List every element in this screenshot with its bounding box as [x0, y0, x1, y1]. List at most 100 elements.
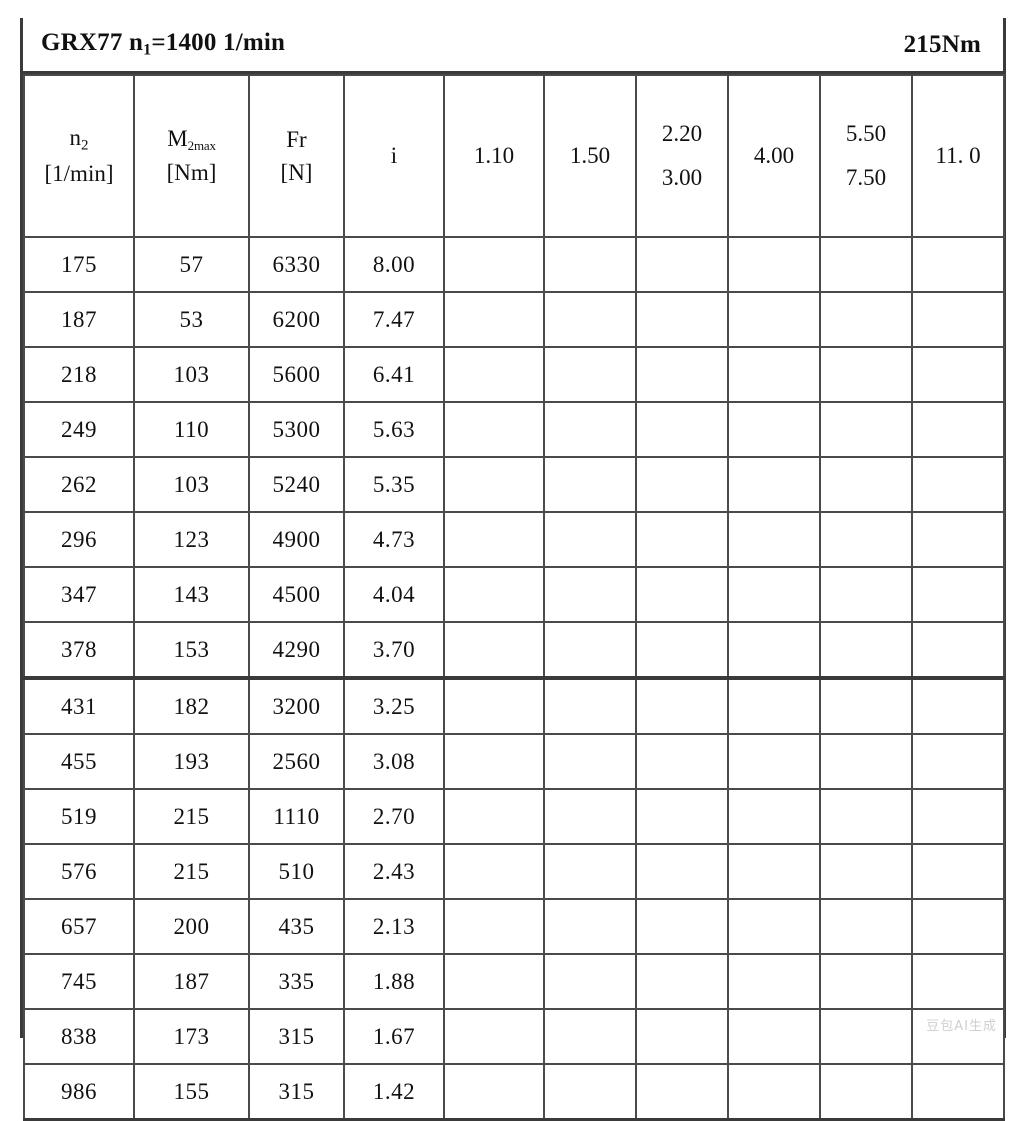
- cell-fr: 6200: [248, 291, 345, 348]
- cell-power-5-unavailable: [819, 566, 913, 623]
- cell-power-5-unavailable: [819, 236, 913, 293]
- cell-power-3-available: [635, 677, 729, 735]
- header-power-4: 4.00: [727, 74, 821, 238]
- cell-fr: 315: [248, 1063, 345, 1121]
- cell-power-6-available: [911, 953, 1005, 1010]
- cell-m2max: 182: [133, 677, 250, 735]
- cell-power-6-unavailable: [911, 621, 1005, 680]
- cell-fr: 5600: [248, 346, 345, 403]
- cell-fr: 1110: [248, 788, 345, 845]
- table-row: 378 153 4290 3.70: [23, 621, 1005, 680]
- cell-power-4-available: [727, 788, 821, 845]
- cell-power-6-unavailable: [911, 401, 1005, 458]
- cell-n2: 431: [23, 677, 135, 735]
- cell-power-2-unavailable: [543, 236, 637, 293]
- cell-power-1-available: [443, 511, 545, 568]
- header-power-2: 1.50: [543, 74, 637, 238]
- cell-power-6-unavailable: [911, 733, 1005, 790]
- cell-power-6-available: [911, 1063, 1005, 1121]
- cell-power-3-available: [635, 898, 729, 955]
- cell-power-4-unavailable: [727, 236, 821, 293]
- cell-power-1-unavailable: [443, 291, 545, 348]
- cell-power-4-available: [727, 677, 821, 735]
- cell-power-3-unavailable: [635, 456, 729, 513]
- cell-power-6-available: [911, 898, 1005, 955]
- cell-power-3-unavailable: [635, 291, 729, 348]
- cell-power-1-unavailable: [443, 236, 545, 293]
- cell-power-5-available: [819, 788, 913, 845]
- cell-power-6-unavailable: [911, 511, 1005, 568]
- table-row: 262 103 5240 5.35: [23, 456, 1005, 513]
- table-header: n2 [1/min] M2max [Nm] Fr [N] i 1.10: [23, 74, 1005, 238]
- header-n2-unit: [1/min]: [44, 161, 114, 187]
- cell-power-1-available: [443, 953, 545, 1010]
- cell-power-5-available: [819, 677, 913, 735]
- table-row: 249 110 5300 5.63: [23, 401, 1005, 458]
- header-power-3: 2.20 3.00: [635, 74, 729, 238]
- cell-power-2-available: [543, 733, 637, 790]
- cell-power-2-unavailable: [543, 346, 637, 403]
- cell-power-2-available: [543, 1063, 637, 1121]
- cell-ratio: 3.70: [343, 621, 445, 680]
- cell-power-6-unavailable: [911, 236, 1005, 293]
- cell-power-4-available: [727, 621, 821, 680]
- cell-power-1-available: [443, 621, 545, 680]
- input-speed-value: =1400 1/min: [151, 29, 286, 57]
- header-power-5: 5.50 7.50: [819, 74, 913, 238]
- cell-power-2-available: [543, 621, 637, 680]
- cell-power-5-available: [819, 733, 913, 790]
- header-m2max-unit: [Nm]: [166, 160, 217, 186]
- cell-n2: 347: [23, 566, 135, 623]
- cell-power-5-unavailable: [819, 401, 913, 458]
- cell-m2max: 215: [133, 843, 250, 900]
- cell-fr: 5240: [248, 456, 345, 513]
- cell-m2max: 173: [133, 1008, 250, 1065]
- cell-power-5-unavailable: [819, 456, 913, 513]
- cell-n2: 175: [23, 236, 135, 293]
- cell-ratio: 6.41: [343, 346, 445, 403]
- cell-ratio: 3.08: [343, 733, 445, 790]
- nominal-torque: 215Nm: [903, 30, 981, 58]
- cell-m2max: 193: [133, 733, 250, 790]
- cell-ratio: 2.70: [343, 788, 445, 845]
- cell-power-4-available: [727, 843, 821, 900]
- cell-m2max: 103: [133, 346, 250, 403]
- cell-fr: 4900: [248, 511, 345, 568]
- table-body: 175 57 6330 8.00 187 53 6200 7.47 218 103 5600 6.41…: [23, 236, 1005, 1121]
- cell-power-2-available: [543, 401, 637, 458]
- header-m2max-line1: M2max: [167, 126, 216, 154]
- cell-power-3-unavailable: [635, 236, 729, 293]
- cell-power-3-unavailable: [635, 346, 729, 403]
- watermark: 豆包AI生成: [926, 1019, 997, 1034]
- table-row: 986 155 315 1.42: [23, 1063, 1005, 1121]
- cell-n2: 657: [23, 898, 135, 955]
- cell-power-2-available: [543, 898, 637, 955]
- cell-power-3-available: [635, 953, 729, 1010]
- cell-ratio: 3.25: [343, 677, 445, 735]
- cell-power-3-available: [635, 788, 729, 845]
- cell-power-3-available: [635, 621, 729, 680]
- cell-m2max: 143: [133, 566, 250, 623]
- cell-n2: 296: [23, 511, 135, 568]
- cell-power-6-unavailable: [911, 788, 1005, 845]
- cell-fr: 510: [248, 843, 345, 900]
- cell-m2max: 53: [133, 291, 250, 348]
- cell-power-2-available: [543, 843, 637, 900]
- cell-power-3-available: [635, 566, 729, 623]
- cell-power-6-unavailable: [911, 346, 1005, 403]
- header-fr-line1: Fr: [286, 126, 307, 152]
- cell-n2: 576: [23, 843, 135, 900]
- cell-power-6-unavailable: [911, 677, 1005, 735]
- cell-n2: 187: [23, 291, 135, 348]
- cell-n2: 218: [23, 346, 135, 403]
- cell-power-1-available: [443, 1063, 545, 1121]
- cell-ratio: 5.63: [343, 401, 445, 458]
- table-row: 455 193 2560 3.08: [23, 733, 1005, 790]
- cell-fr: 5300: [248, 401, 345, 458]
- cell-power-6-unavailable: [911, 566, 1005, 623]
- table-row: 187 53 6200 7.47: [23, 291, 1005, 348]
- table-row: 431 182 3200 3.25: [23, 677, 1005, 735]
- cell-power-4-unavailable: [727, 511, 821, 568]
- header-row: n2 [1/min] M2max [Nm] Fr [N] i 1.10: [23, 74, 1005, 238]
- cell-power-5-available: [819, 843, 913, 900]
